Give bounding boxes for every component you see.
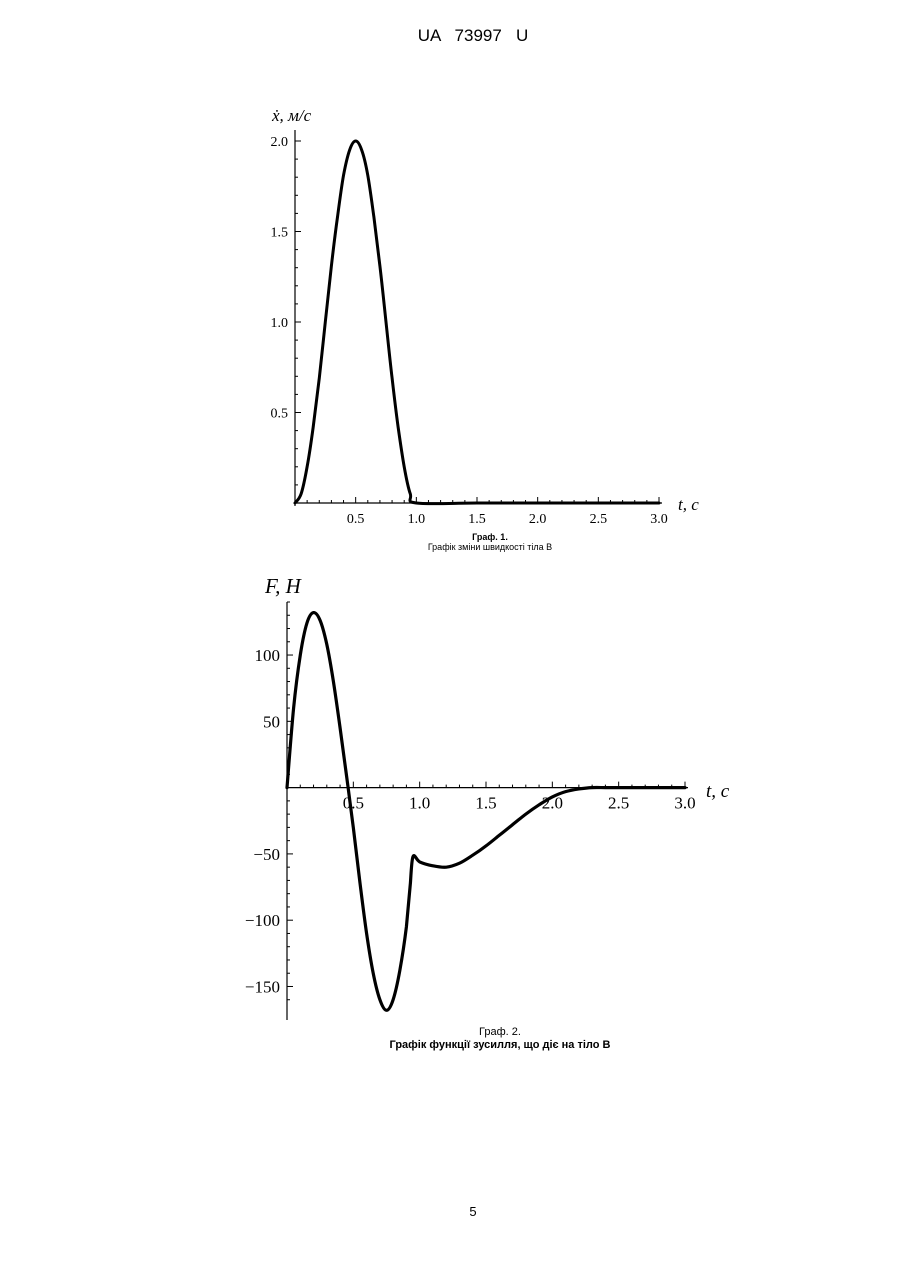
velocity-caption-title: Графік зміни швидкості тіла В	[360, 542, 620, 552]
velocity-y-axis-label: ẋ, м/с	[271, 106, 312, 125]
force-chart-ticks: 0.51.01.52.02.53.010050−50−100−150	[245, 602, 696, 1000]
velocity-chart-ticks: 0.5 1.0 1.5 2.0 2.5 3.0 0.5 1.0 1.5 2.0	[271, 135, 668, 527]
velocity-chart: 0.5 1.0 1.5 2.0 2.5 3.0 0.5 1.0 1.5 2.0 ẋ, м/с t,…	[0, 100, 901, 530]
velocity-x-tick-label: 1.5	[468, 512, 486, 527]
velocity-y-tick-label: 2.0	[271, 135, 289, 150]
force-x-tick-label: 0.5	[343, 794, 364, 813]
force-x-axis-label: t, c	[706, 781, 730, 802]
force-x-tick-label: 3.0	[674, 794, 695, 813]
velocity-series-line	[295, 141, 659, 504]
force-y-tick-label: −50	[253, 845, 280, 864]
page-number: 5	[0, 1204, 901, 1219]
velocity-x-tick-label: 0.5	[347, 512, 365, 527]
force-x-tick-label: 1.5	[475, 794, 496, 813]
velocity-x-tick-label: 2.0	[529, 512, 547, 527]
force-x-tick-label: 1.0	[409, 794, 430, 813]
force-y-tick-label: −150	[245, 977, 280, 996]
velocity-y-tick-label: 1.0	[271, 316, 289, 331]
velocity-y-tick-label: 1.5	[271, 225, 289, 240]
velocity-x-tick-label: 1.0	[408, 512, 426, 527]
velocity-chart-caption: Граф. 1. Графік зміни швидкості тіла В	[360, 532, 620, 553]
force-y-tick-label: −100	[245, 911, 280, 930]
document-header: UA 73997 U	[0, 26, 901, 46]
force-caption-title: Графік функції зусилля, що діє на тіло В	[330, 1039, 670, 1052]
force-y-tick-label: 50	[263, 712, 280, 731]
velocity-y-tick-label: 0.5	[271, 406, 289, 421]
velocity-x-tick-label: 2.5	[590, 512, 608, 527]
force-caption-number: Граф. 2.	[330, 1026, 670, 1039]
velocity-x-axis-label: t, c	[678, 495, 699, 514]
velocity-chart-axes	[295, 130, 662, 506]
velocity-x-tick-label: 3.0	[650, 512, 668, 527]
velocity-caption-number: Граф. 1.	[360, 532, 620, 542]
force-chart-caption: Граф. 2. Графік функції зусилля, що діє …	[330, 1026, 670, 1051]
force-chart: 0.51.01.52.02.53.010050−50−100−150 F, H …	[0, 570, 901, 1030]
force-y-axis-label: F, H	[264, 574, 303, 598]
force-x-tick-label: 2.5	[608, 794, 629, 813]
force-y-tick-label: 100	[255, 646, 281, 665]
